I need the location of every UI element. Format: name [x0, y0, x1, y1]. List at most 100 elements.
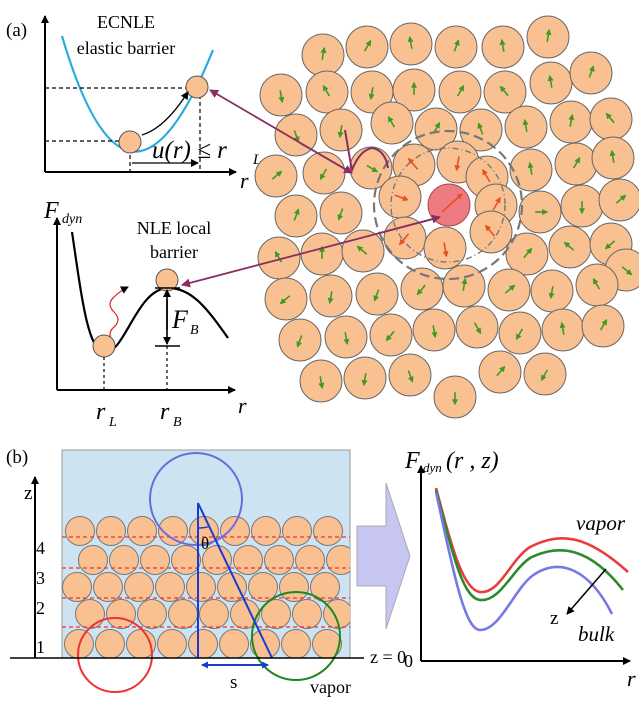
tick-rB-sub: B: [173, 415, 182, 430]
film-particle: [313, 516, 343, 546]
film-particle: [168, 599, 198, 629]
tick-rB: r: [160, 399, 170, 425]
displacement-arrow: [296, 335, 303, 348]
particle-cluster: [254, 15, 639, 419]
curve-mid-green: [434, 489, 625, 602]
displacement-arrow: [343, 332, 350, 346]
film-particle: [171, 545, 201, 575]
displacement-arrow: [454, 156, 461, 172]
displacement-arrow: [605, 112, 615, 124]
displacement-arrow: [615, 194, 627, 204]
film-particle: [62, 572, 92, 602]
elastic-link-arrow-tip: [299, 142, 353, 174]
vapor-curve-label: vapor: [576, 511, 626, 535]
displacement-arrow: [559, 321, 566, 335]
displacement-arrow: [407, 35, 414, 49]
local-barrier-plot: F dyn NLE local barrier F B r L r B r: [43, 198, 247, 430]
displacement-arrow: [547, 74, 554, 88]
displacement-arrow: [545, 28, 552, 42]
angle-arc: [197, 525, 211, 529]
z-direction-label: z: [550, 608, 558, 629]
film-particle: [93, 572, 123, 602]
fdyn-y-label-sub: dyn: [423, 460, 442, 475]
displacement-arrow: [609, 149, 616, 163]
film-particle: [220, 516, 250, 546]
displacement-arrow: [456, 84, 465, 97]
z-axis-label: z: [24, 483, 32, 504]
block-arrow: [356, 482, 411, 630]
elastic-climb-arrow: [141, 91, 189, 136]
film-particle: [96, 516, 126, 546]
elastic-title-line2: elastic barrier: [77, 38, 175, 58]
bulk-curve-label: bulk: [578, 622, 615, 646]
film-particle: [109, 545, 139, 575]
film-particle: [155, 572, 185, 602]
film-particle: [106, 599, 136, 629]
panel-b-label: (b): [6, 447, 28, 468]
displacement-arrow: [621, 266, 633, 276]
displacement-arrow: [588, 65, 595, 78]
local-title-line1: NLE local: [137, 218, 211, 238]
film-particle: [95, 629, 125, 658]
displacement-arrow: [504, 284, 516, 294]
displacement-arrow: [407, 157, 419, 170]
tick-rL-sub: L: [108, 415, 117, 430]
layer-3: 3: [36, 568, 45, 588]
fdyn-plot: F dyn (r , z) 0 r vapor bulk z: [404, 448, 636, 691]
displacement-arrow: [337, 125, 344, 139]
displacement-arrow: [337, 208, 344, 221]
film-particle: [295, 545, 325, 575]
film-particle: [157, 629, 187, 658]
displacement-arrow: [599, 318, 608, 331]
curve-bulk-violet: [434, 491, 614, 632]
panel-a-label: (a): [6, 20, 27, 41]
bulk-probe-circle-red: [77, 617, 153, 693]
film-particle: [326, 545, 350, 575]
film-particle: [279, 572, 309, 602]
displacement-arrow: [527, 161, 534, 175]
film-particle: [248, 572, 278, 602]
displacement-arrow: [496, 365, 506, 377]
cage-dashed-circle: [372, 129, 524, 281]
film-particle: [65, 516, 95, 546]
curve-vapor-red: [434, 487, 629, 594]
displacement-arrow: [356, 245, 368, 255]
z-zero-label: z = 0: [370, 647, 406, 667]
film-particle: [292, 599, 322, 629]
film-particle: [251, 516, 281, 546]
barrier-label-sub: B: [190, 323, 199, 338]
film-particle: [127, 516, 157, 546]
z-direction-arrow: [566, 568, 607, 615]
displacement-arrow: [373, 289, 380, 302]
local-particle-well: [92, 334, 116, 358]
displacement-arrow: [407, 370, 414, 383]
layer-2: 2: [36, 598, 45, 618]
film-particle: [199, 599, 229, 629]
displacement-arrow: [604, 240, 616, 250]
film-particle: [188, 629, 218, 658]
displacement-arrow: [461, 277, 468, 291]
hop-curve: [344, 129, 389, 174]
displacement-arrow: [387, 115, 396, 128]
displacement-arrow: [499, 38, 506, 52]
displacement-arrow: [385, 330, 395, 342]
film-particle: [124, 572, 154, 602]
film-particle: [282, 516, 312, 546]
film-particle: [140, 545, 170, 575]
s-label: s: [230, 672, 237, 693]
surface-probe-circle-blue: [149, 452, 243, 546]
displacement-label-sub: L: [252, 152, 261, 168]
displacement-arrow: [572, 156, 581, 169]
local-x-label: r: [238, 393, 247, 418]
displacement-arrow: [327, 291, 334, 305]
displacement-arrow: [322, 84, 331, 97]
displacement-arrow: [319, 168, 328, 181]
displacement-arrow: [274, 250, 283, 263]
displacement-arrow: [492, 196, 501, 211]
displacement-arrow: [398, 233, 410, 246]
displacement-arrow: [499, 85, 509, 97]
displacement-arrow: [477, 122, 484, 135]
film-particle: [310, 572, 340, 602]
displacement-arrow: [563, 241, 575, 251]
